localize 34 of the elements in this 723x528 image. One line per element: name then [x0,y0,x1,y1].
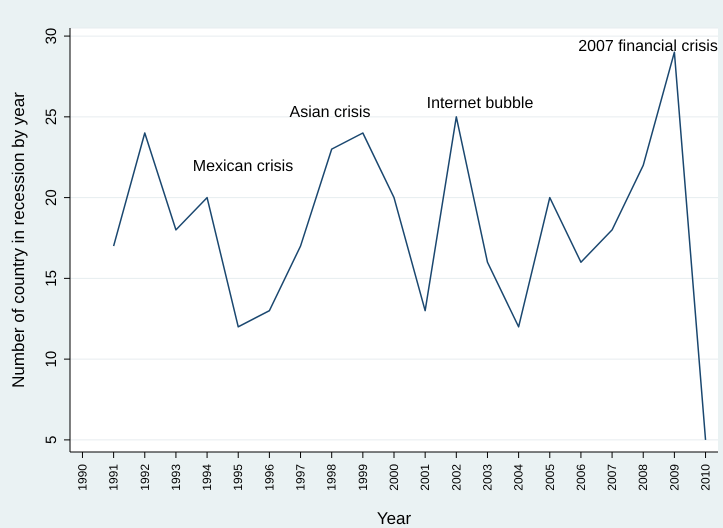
x-tick-label: 2009 [667,464,682,491]
x-tick-label: 2002 [449,464,464,491]
line-series [112,51,706,441]
x-tick-label: 1994 [200,464,214,491]
x-tick-label: 1995 [231,464,246,491]
x-tick-label: 2000 [387,464,401,491]
x-tick-label: 1993 [168,464,183,491]
x-tick-label: 2010 [698,464,713,491]
annotation: Internet bubble [426,95,534,113]
y-axis-title: Number of country in recession by year [9,92,28,388]
x-tick-label: 1997 [294,464,308,491]
y-tick-label: 20 [43,189,60,206]
x-tick-label: 2005 [542,464,557,491]
x-axis-title: Year [376,509,412,528]
y-tick-label: 30 [43,28,60,44]
x-tick-label: 1990 [75,464,90,491]
annotation: 2007 financial crisis [578,38,718,56]
x-tick-label: 1999 [356,464,370,491]
x-tick-label: 2003 [480,464,494,491]
x-tick-label: 2004 [512,464,526,491]
y-tick-label: 10 [43,350,60,368]
annotation: Asian crisis [290,104,370,122]
x-tick-label: 1998 [324,464,339,491]
y-tick-label: 15 [43,270,60,287]
x-tick-label: 2008 [636,464,650,491]
x-tick-label: 2006 [574,464,588,491]
x-tick-label: 1992 [138,464,152,491]
x-tick-label: 2001 [418,464,432,491]
x-tick-label: 1991 [106,464,121,491]
x-tick-label: 2007 [605,464,620,491]
x-tick-label: 1996 [262,464,276,491]
annotation: Mexican crisis [192,158,294,176]
y-tick-label: 5 [43,436,60,444]
y-tick-label: 25 [43,108,60,126]
